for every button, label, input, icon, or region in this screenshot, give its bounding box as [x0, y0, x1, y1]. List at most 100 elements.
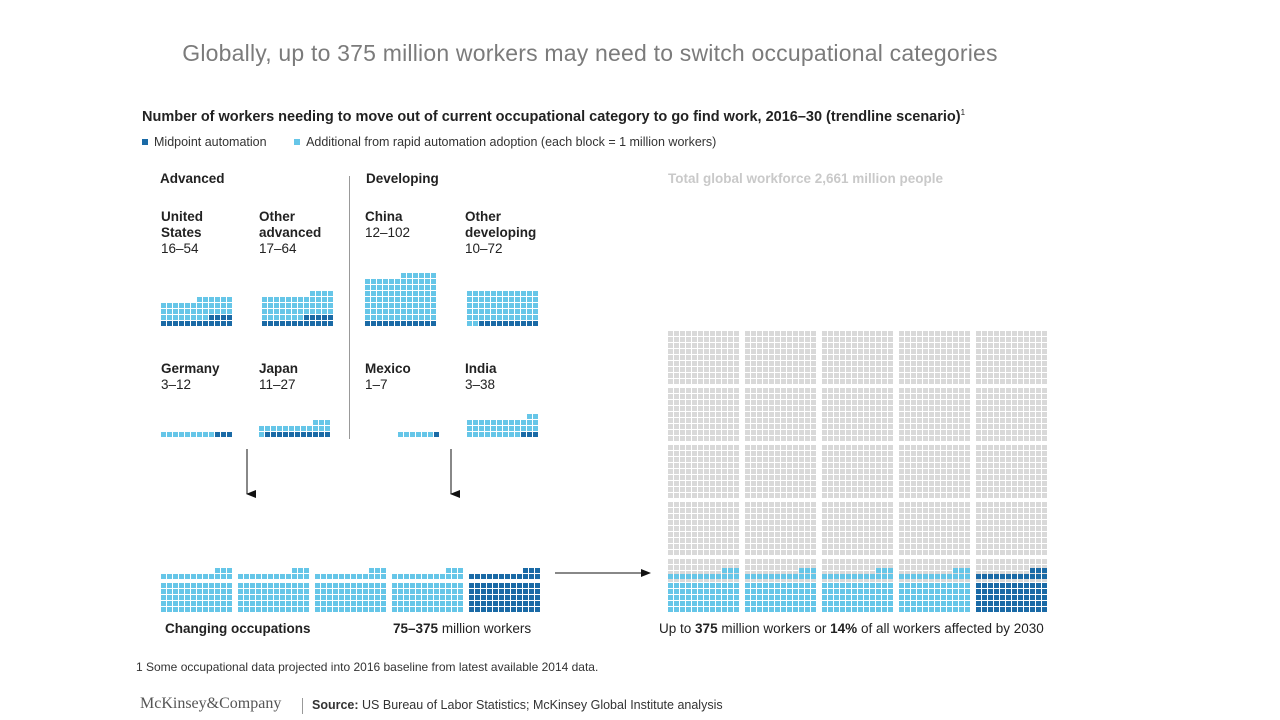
workforce-block [1000, 367, 1005, 372]
workforce-block [722, 355, 727, 360]
workforce-block [899, 457, 904, 462]
workforce-block [692, 565, 697, 570]
global-affected-additional-block [692, 595, 697, 600]
global-affected-additional-block [787, 589, 792, 594]
workforce-block [1012, 379, 1017, 384]
workforce-block [1030, 532, 1035, 537]
workforce-block [704, 550, 709, 555]
workforce-block [799, 451, 804, 456]
aggregate-additional-block [458, 607, 463, 612]
workforce-block [1012, 577, 1017, 582]
workforce-block [822, 406, 827, 411]
workforce-block [1000, 538, 1005, 543]
aggregate-additional-block [167, 583, 172, 588]
workforce-block [674, 436, 679, 441]
workforce-block [864, 463, 869, 468]
global-affected-additional-block [716, 607, 721, 612]
workforce-block [994, 508, 999, 513]
global-affected-additional-block [852, 601, 857, 606]
workforce-block [686, 388, 691, 393]
global-affected-additional-block [929, 595, 934, 600]
workforce-block [728, 379, 733, 384]
global-affected-additional-block [716, 574, 721, 579]
workforce-block [716, 445, 721, 450]
workforce-block [840, 526, 845, 531]
workforce-block [728, 367, 733, 372]
aggregate-additional-block [440, 601, 445, 606]
workforce-block [757, 457, 762, 462]
workforce-block [917, 481, 922, 486]
workforce-block [674, 457, 679, 462]
workforce-block [1000, 571, 1005, 576]
workforce-block [1018, 337, 1023, 342]
footnote: 1 Some occupational data projected into … [136, 660, 599, 674]
workforce-block [716, 367, 721, 372]
global-affected-additional-block [846, 607, 851, 612]
global-affected-midpoint-block [1006, 595, 1011, 600]
workforce-block [1000, 502, 1005, 507]
workforce-block [757, 559, 762, 564]
workforce-block [674, 526, 679, 531]
aggregate-midpoint-block [481, 595, 486, 600]
aggregate-additional-block [440, 589, 445, 594]
workforce-block [787, 445, 792, 450]
workforce-block [698, 379, 703, 384]
aggregate-midpoint-block [475, 601, 480, 606]
workforce-block [787, 406, 792, 411]
workforce-block [911, 565, 916, 570]
global-affected-additional-block [822, 589, 827, 594]
additional-block-china [425, 309, 430, 314]
global-affected-midpoint-block [988, 574, 993, 579]
global-affected-additional-block [722, 583, 727, 588]
workforce-block [953, 457, 958, 462]
additional-block-china [431, 291, 436, 296]
workforce-block [911, 544, 916, 549]
workforce-block [745, 520, 750, 525]
workforce-block [929, 571, 934, 576]
workforce-block [704, 349, 709, 354]
workforce-block [769, 337, 774, 342]
aggregate-additional-block [221, 601, 226, 606]
aggregate-additional-block [351, 595, 356, 600]
global-affected-additional-block [799, 601, 804, 606]
workforce-block [668, 400, 673, 405]
workforce-block [935, 457, 940, 462]
workforce-block [763, 343, 768, 348]
workforce-block [911, 469, 916, 474]
workforce-block [686, 469, 691, 474]
workforce-block [899, 493, 904, 498]
workforce-block [828, 367, 833, 372]
workforce-block [1006, 400, 1011, 405]
midpoint-block-japan [313, 432, 318, 437]
workforce-block [668, 331, 673, 336]
aggregate-additional-block [298, 595, 303, 600]
workforce-block [941, 493, 946, 498]
workforce-block [805, 388, 810, 393]
workforce-block [982, 400, 987, 405]
additional-block-china [407, 315, 412, 320]
workforce-block [888, 379, 893, 384]
workforce-block [1018, 532, 1023, 537]
workforce-block [976, 424, 981, 429]
aggregate-additional-block [369, 583, 374, 588]
workforce-block [828, 436, 833, 441]
workforce-block [680, 565, 685, 570]
workforce-block [965, 532, 970, 537]
workforce-block [1042, 508, 1047, 513]
workforce-block [864, 412, 869, 417]
workforce-block [876, 367, 881, 372]
workforce-block [929, 502, 934, 507]
global-affected-additional-block [917, 583, 922, 588]
workforce-block [1018, 475, 1023, 480]
aggregate-additional-block [191, 589, 196, 594]
global-affected-additional-block [751, 595, 756, 600]
workforce-block [710, 436, 715, 441]
workforce-block [799, 508, 804, 513]
workforce-block [1024, 379, 1029, 384]
workforce-block [1042, 406, 1047, 411]
workforce-block [1030, 475, 1035, 480]
workforce-block [734, 493, 739, 498]
workforce-block [982, 394, 987, 399]
workforce-block [769, 406, 774, 411]
additional-block-india [473, 432, 478, 437]
